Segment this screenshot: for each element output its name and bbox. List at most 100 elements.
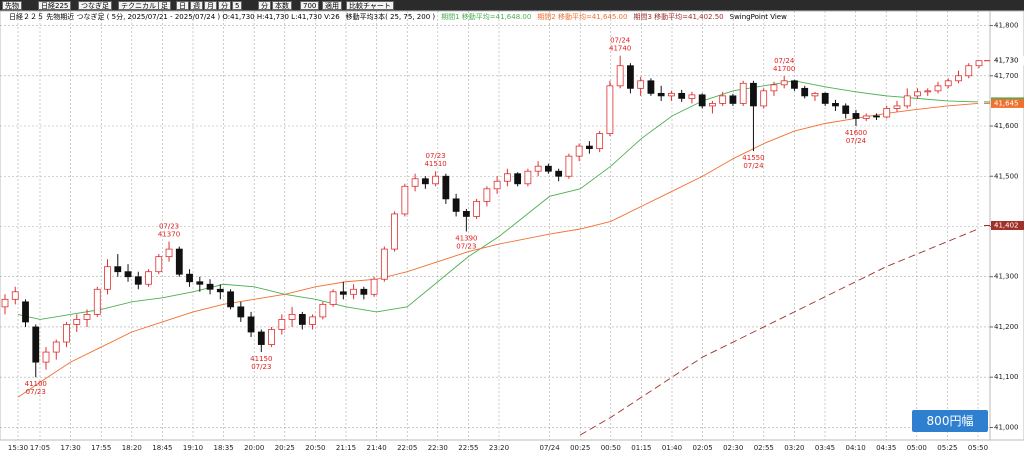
swing-date: 07/24	[610, 37, 631, 45]
x-tick-label: 03:20	[784, 444, 804, 452]
candle-body	[186, 273, 193, 283]
candle-body	[473, 200, 481, 217]
candle-body	[401, 185, 409, 215]
candle-body	[709, 103, 716, 107]
candle-body	[750, 82, 757, 107]
toolbar-item[interactable]: 週	[190, 1, 203, 10]
candle-body	[575, 145, 583, 157]
candle-body	[329, 291, 337, 305]
x-tick-label: 17:05	[30, 444, 50, 452]
candle-body	[196, 281, 204, 285]
candle-body	[627, 65, 634, 89]
candle-body	[514, 173, 522, 185]
toolbar-item[interactable]: 分	[258, 1, 271, 10]
moving-average-line	[579, 228, 979, 436]
range-button[interactable]: 800円幅	[912, 410, 988, 432]
candle-body	[647, 80, 655, 94]
toolbar-item[interactable]: 5	[232, 1, 243, 10]
toolbar-item[interactable]: 適用	[322, 1, 342, 10]
y-tick-label: 41,300	[994, 273, 1019, 281]
candle-body	[360, 288, 368, 295]
info-item: 期間2 移動平均=41,645.00	[537, 12, 627, 21]
toolbar-item[interactable]: つなぎ足	[78, 1, 112, 10]
candle-body	[637, 80, 645, 89]
candle-body	[821, 92, 829, 104]
swing-date: 07/23	[456, 243, 476, 251]
candle-body	[247, 316, 255, 333]
candle-body	[93, 288, 101, 315]
swing-date: 07/24	[774, 57, 795, 65]
price-tag-label: 41,645	[994, 99, 1019, 107]
toolbar-item[interactable]: 比較チャート	[346, 1, 394, 10]
candle-body	[842, 105, 850, 114]
candle-body	[606, 85, 614, 134]
moving-average-line	[17, 102, 979, 398]
candle-body	[729, 95, 737, 104]
moving-average-line	[17, 80, 979, 320]
toolbar-item[interactable]: 先物	[2, 1, 22, 10]
swing-price: 41740	[609, 45, 631, 53]
toolbar-item[interactable]: 日経225	[38, 1, 72, 10]
candle-body	[852, 113, 860, 119]
swing-date: 07/23	[426, 152, 446, 160]
candle-body	[257, 331, 265, 345]
candle-body	[780, 80, 788, 86]
candle-body	[42, 351, 50, 363]
x-tick-label: 22:55	[458, 444, 478, 452]
y-tick-label: 41,100	[994, 373, 1019, 381]
swing-date: 07/24	[743, 162, 764, 170]
x-tick-label: 18:35	[214, 444, 234, 452]
candle-body	[668, 92, 675, 97]
x-tick-label: 20:50	[305, 444, 325, 452]
candle-body	[596, 133, 604, 150]
candle-body	[155, 256, 163, 273]
candle-body	[165, 248, 173, 258]
candle-body	[339, 291, 347, 295]
swing-price: 41600	[845, 129, 867, 137]
candle-body	[893, 105, 901, 109]
candle-body	[924, 90, 932, 93]
candle-body	[73, 319, 81, 325]
x-tick-label: 02:55	[754, 444, 774, 452]
candle-body	[534, 165, 542, 172]
x-tick-label: 18:45	[152, 444, 172, 452]
candle-body	[216, 288, 224, 293]
candle-body	[657, 92, 665, 97]
candle-body	[104, 266, 111, 290]
x-tick-label: 21:15	[336, 444, 356, 452]
toolbar-item[interactable]: 分	[218, 1, 231, 10]
x-tick-label: 05:50	[968, 444, 988, 452]
x-tick-label: 05:00	[907, 444, 927, 452]
candle-body	[975, 60, 983, 67]
x-tick-label: 05:25	[937, 444, 957, 452]
plot-area	[0, 10, 991, 441]
toolbar-item[interactable]: 本数	[272, 1, 292, 10]
toolbar-item[interactable]: 月	[204, 1, 217, 10]
candle-body	[206, 283, 214, 290]
candle-body	[791, 80, 798, 89]
candle-body	[175, 248, 183, 275]
candle-body	[914, 91, 921, 97]
x-tick-label: 18:20	[122, 444, 142, 452]
candle-body	[739, 82, 747, 104]
x-tick-label: 00:25	[570, 444, 590, 452]
x-tick-label: 01:40	[662, 444, 682, 452]
swing-date: 07/24	[846, 137, 867, 145]
swing-price: 41510	[424, 160, 446, 168]
candle-body	[483, 188, 491, 202]
x-tick-label: 22:05	[397, 444, 417, 452]
x-tick-label: 07/24	[540, 444, 561, 452]
candle-body	[698, 94, 706, 107]
candle-body	[944, 80, 952, 87]
candle-body	[493, 180, 501, 190]
x-tick-label: 19:10	[183, 444, 203, 452]
candle-body	[801, 87, 809, 97]
x-tick-label: 20:00	[244, 444, 264, 452]
candle-body	[52, 341, 60, 353]
toolbar-item[interactable]: 700	[300, 1, 320, 10]
info-item: 移動平均3本( 25, 75, 200 )	[346, 12, 436, 21]
toolbar-item[interactable]: 日	[176, 1, 189, 10]
x-tick-label: 00:50	[601, 444, 621, 452]
toolbar-item[interactable]: 足	[158, 1, 171, 10]
